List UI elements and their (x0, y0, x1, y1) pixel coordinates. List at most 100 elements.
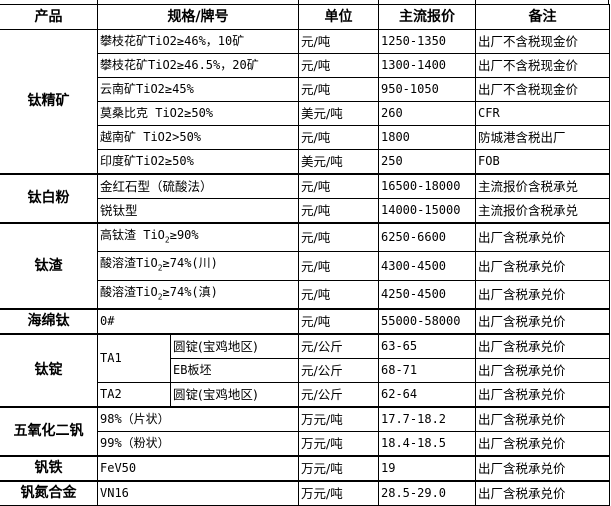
table-row: 钛渣 高钛渣 TiO2≥90% 元/吨 6250-6600 出厂含税承兑价 (0, 221, 610, 310)
note-cell: 出厂含税承兑价 (475, 480, 610, 506)
product-cell: 钛白粉 (0, 173, 98, 224)
unit-cell: 万元/吨 (298, 480, 379, 506)
spec-text: 高钛渣 TiO (100, 228, 165, 242)
header-spec: 规格/牌号 (97, 4, 299, 30)
spec-cell: 云南矿TiO2≥45% (97, 77, 299, 102)
spec-cell: 金红石型（硫酸法） (97, 173, 299, 199)
spec-cell: 酸溶渣TiO2≥74%(滇) (97, 279, 299, 310)
unit-cell: 万元/吨 (298, 406, 379, 433)
note-cell: 主流报价含税承兑 (475, 198, 610, 224)
price-cell: 4250-4500 (378, 279, 476, 310)
price-cell: 68-71 (378, 358, 476, 384)
unit-cell: 元/吨 (298, 53, 379, 78)
price-cell: 16500-18000 (378, 173, 476, 199)
price-cell: 18.4-18.5 (378, 431, 476, 457)
product-cell: 钛渣 (0, 221, 98, 310)
price-cell: 950-1050 (378, 77, 476, 102)
subscript: 2 (157, 292, 163, 302)
price-cell: 260 (378, 101, 476, 126)
price-cell: 55000-58000 (378, 308, 476, 335)
header-price: 主流报价 (378, 4, 476, 30)
unit-cell: 元/吨 (298, 77, 379, 102)
table-row: 攀枝花矿TiO2≥46.5%，20矿 元/吨 1300-1400 出厂不含税现金… (0, 53, 610, 78)
price-cell: 62-64 (378, 382, 476, 408)
grade-cell: TA2 (97, 382, 171, 408)
table-row: 越南矿 TiO2>50% 元/吨 1800 防城港含税出厂 (0, 125, 610, 150)
table-row: 云南矿TiO2≥45% 元/吨 950-1050 出厂不含税现金价 (0, 77, 610, 102)
unit-cell: 元/吨 (298, 29, 379, 54)
subscript: 2 (164, 235, 170, 245)
note-cell: 出厂含税承兑价 (475, 222, 610, 253)
spec-cell: 98%（片状） (97, 406, 299, 433)
unit-cell: 元/吨 (298, 279, 379, 310)
note-cell: 出厂含税承兑价 (475, 406, 610, 433)
spec-cell: EB板坯 (170, 358, 299, 384)
clipped-row-above (0, 0, 611, 4)
product-cell: 五氧化二钒 (0, 406, 98, 457)
spec-cell: 99%（粉状） (97, 431, 299, 457)
product-cell: 钛精矿 (0, 29, 98, 175)
unit-cell: 美元/吨 (298, 149, 379, 175)
price-cell: 1250-1350 (378, 29, 476, 54)
price-cell: 14000-15000 (378, 198, 476, 224)
table-row: 钛白粉 金红石型（硫酸法） 元/吨 16500-18000 主流报价含税承兑 (0, 173, 610, 224)
table-row: 海绵钛 0# 元/吨 55000-58000 出厂含税承兑价 (0, 308, 610, 335)
spec-cell: 攀枝花矿TiO2≥46%，10矿 (97, 29, 299, 54)
unit-cell: 元/吨 (298, 198, 379, 224)
unit-cell: 元/公斤 (298, 358, 379, 384)
price-cell: 6250-6600 (378, 222, 476, 253)
spec-cell: FeV50 (97, 455, 299, 482)
spec-cell: 攀枝花矿TiO2≥46.5%，20矿 (97, 53, 299, 78)
subscript: 2 (157, 263, 163, 273)
table-row: 酸溶渣TiO2≥74%(滇) 元/吨 4250-4500 出厂含税承兑价 (0, 279, 610, 310)
unit-cell: 元/吨 (298, 308, 379, 335)
spec-cell: 酸溶渣TiO2≥74%(川) (97, 251, 299, 281)
price-cell: 28.5-29.0 (378, 480, 476, 506)
note-cell: 出厂含税承兑价 (475, 431, 610, 457)
note-cell: 出厂含税承兑价 (475, 308, 610, 335)
spec-text: ≥90% (169, 228, 199, 242)
price-cell: 1800 (378, 125, 476, 150)
note-cell: 出厂含税承兑价 (475, 358, 610, 384)
spec-text: ≥74%(滇) (162, 284, 218, 299)
product-cell: 钒氮合金 (0, 480, 98, 506)
table-row: 钒氮合金 VN16 万元/吨 28.5-29.0 出厂含税承兑价 (0, 480, 610, 506)
spec-cell: 锐钛型 (97, 198, 299, 224)
note-cell: 出厂含税承兑价 (475, 279, 610, 310)
table-row: 钛锭 TA1 圆锭(宝鸡地区) 元/公斤 63-65 出厂含税承兑价 (0, 333, 610, 408)
note-cell: 出厂不含税现金价 (475, 29, 610, 54)
price-cell: 19 (378, 455, 476, 482)
unit-cell: 万元/吨 (298, 455, 379, 482)
table-row: 五氧化二钒 98%（片状） 万元/吨 17.7-18.2 出厂含税承兑价 (0, 406, 610, 457)
header-product: 产品 (0, 4, 98, 30)
note-cell: CFR (475, 101, 610, 126)
spec-cell: VN16 (97, 480, 299, 506)
price-cell: 4300-4500 (378, 251, 476, 281)
note-cell: 出厂不含税现金价 (475, 77, 610, 102)
spec-cell: 圆锭(宝鸡地区) (170, 333, 299, 360)
unit-cell: 元/公斤 (298, 333, 379, 360)
product-cell: 钒铁 (0, 455, 98, 482)
note-cell: 主流报价含税承兑 (475, 173, 610, 199)
header-unit: 单位 (298, 4, 379, 30)
unit-cell: 万元/吨 (298, 431, 379, 457)
unit-cell: 元/吨 (298, 173, 379, 199)
product-cell: 海绵钛 (0, 308, 98, 335)
note-cell: 出厂含税承兑价 (475, 251, 610, 281)
unit-cell: 元/吨 (298, 125, 379, 150)
price-table: 产品 规格/牌号 单位 主流报价 备注 钛精矿 攀枝花矿TiO2≥46%，10矿… (0, 4, 610, 506)
spec-cell: 印度矿TiO2≥50% (97, 149, 299, 175)
spec-cell: 圆锭(宝鸡地区) (170, 382, 299, 408)
price-cell: 17.7-18.2 (378, 406, 476, 433)
note-cell: FOB (475, 149, 610, 175)
spec-cell: 莫桑比克 TiO2≥50% (97, 101, 299, 126)
header-note: 备注 (475, 4, 610, 30)
note-cell: 出厂含税承兑价 (475, 382, 610, 408)
unit-cell: 元/公斤 (298, 382, 379, 408)
spec-cell: 越南矿 TiO2>50% (97, 125, 299, 150)
unit-cell: 元/吨 (298, 251, 379, 281)
spec-cell: 0# (97, 308, 299, 335)
spec-text: ≥74%(川) (162, 256, 218, 271)
note-cell: 出厂含税承兑价 (475, 333, 610, 360)
unit-cell: 美元/吨 (298, 101, 379, 126)
